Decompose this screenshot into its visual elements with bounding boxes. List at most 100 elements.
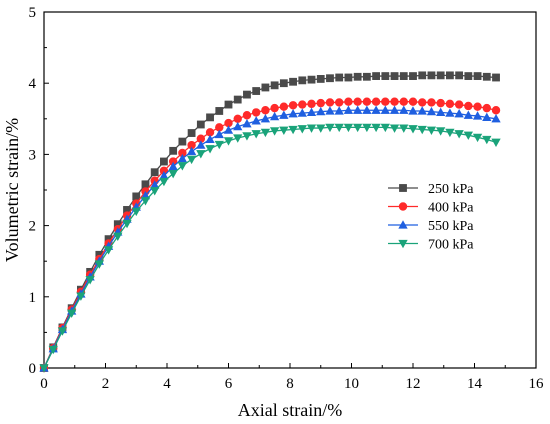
series-layer bbox=[39, 71, 501, 373]
data-point bbox=[279, 110, 289, 119]
legend-label: 250 kPa bbox=[428, 182, 474, 197]
data-point bbox=[168, 161, 178, 171]
data-point bbox=[353, 105, 363, 114]
legend: 250 kPa 400 kPa 550 kPa 700 kPa bbox=[388, 182, 474, 253]
data-point bbox=[214, 129, 224, 139]
data-point bbox=[399, 105, 409, 114]
data-point bbox=[223, 137, 234, 146]
data-point bbox=[362, 97, 372, 106]
data-point bbox=[472, 111, 483, 120]
data-point bbox=[316, 75, 325, 83]
data-point bbox=[141, 180, 150, 189]
data-point bbox=[260, 114, 271, 123]
x-tick-label: 6 bbox=[225, 376, 233, 392]
legend-marker bbox=[398, 220, 408, 229]
data-point bbox=[122, 219, 132, 229]
data-point bbox=[251, 116, 261, 125]
data-point bbox=[140, 197, 151, 206]
data-point bbox=[270, 103, 279, 113]
legend-item-250-kpa: 250 kPa bbox=[388, 182, 474, 197]
data-point bbox=[371, 105, 381, 114]
data-point bbox=[297, 125, 307, 134]
data-point bbox=[408, 97, 418, 106]
data-point bbox=[464, 72, 473, 80]
data-point bbox=[445, 128, 455, 138]
data-point bbox=[215, 107, 224, 115]
data-point bbox=[169, 146, 178, 155]
legend-label: 550 kPa bbox=[428, 219, 474, 234]
data-point bbox=[288, 101, 298, 110]
legend-marker bbox=[398, 239, 408, 249]
data-point bbox=[316, 98, 325, 108]
data-point bbox=[279, 126, 289, 135]
data-point bbox=[279, 102, 289, 111]
data-point bbox=[380, 105, 390, 114]
data-point bbox=[326, 74, 334, 83]
data-point bbox=[463, 110, 473, 119]
data-point bbox=[362, 72, 371, 81]
data-point bbox=[206, 113, 214, 122]
data-point bbox=[353, 72, 362, 81]
data-point bbox=[390, 72, 399, 80]
data-point bbox=[436, 127, 446, 136]
x-tick-label: 16 bbox=[529, 376, 545, 392]
data-point bbox=[344, 73, 353, 82]
y-tick-label: 0 bbox=[29, 361, 37, 377]
data-point bbox=[436, 107, 446, 117]
data-point bbox=[242, 132, 252, 141]
data-point bbox=[445, 99, 455, 109]
data-point bbox=[445, 108, 455, 117]
data-point bbox=[372, 72, 380, 80]
x-tick-label: 2 bbox=[102, 376, 110, 392]
data-point bbox=[362, 123, 372, 133]
data-point bbox=[298, 100, 307, 109]
data-point bbox=[455, 71, 464, 80]
data-point bbox=[298, 76, 307, 85]
data-point bbox=[427, 71, 436, 80]
data-point bbox=[371, 123, 381, 133]
data-point bbox=[76, 292, 86, 301]
data-point bbox=[233, 95, 242, 104]
data-point bbox=[334, 123, 344, 133]
data-point bbox=[251, 130, 261, 139]
series-400-kpa bbox=[39, 97, 501, 373]
data-point bbox=[48, 345, 58, 355]
data-point bbox=[399, 124, 409, 133]
data-point bbox=[418, 98, 427, 107]
series-550-kpa bbox=[39, 105, 501, 372]
data-point bbox=[233, 134, 243, 143]
data-point bbox=[85, 276, 95, 285]
y-tick-label: 2 bbox=[29, 219, 37, 235]
x-tick-label: 12 bbox=[406, 376, 421, 392]
data-point bbox=[325, 106, 335, 115]
data-point bbox=[389, 124, 400, 133]
data-point bbox=[482, 112, 492, 121]
legend-item-550-kpa: 550 kPa bbox=[388, 219, 474, 234]
data-point bbox=[186, 146, 197, 156]
data-point bbox=[251, 108, 261, 117]
data-point bbox=[279, 79, 288, 88]
data-point bbox=[261, 106, 270, 115]
data-point bbox=[353, 123, 363, 133]
data-point bbox=[288, 109, 298, 118]
data-point bbox=[482, 72, 491, 81]
data-point bbox=[306, 124, 317, 133]
data-point bbox=[408, 106, 418, 115]
data-point bbox=[473, 72, 482, 80]
data-point bbox=[472, 133, 483, 143]
data-point bbox=[205, 134, 215, 144]
data-point bbox=[491, 106, 501, 115]
data-point bbox=[252, 87, 261, 95]
data-point bbox=[426, 106, 437, 116]
x-tick-label: 14 bbox=[467, 376, 483, 392]
data-point bbox=[344, 97, 353, 106]
data-point bbox=[160, 157, 168, 166]
data-point bbox=[492, 73, 500, 82]
data-point bbox=[177, 162, 188, 171]
data-point bbox=[390, 97, 399, 106]
data-point bbox=[307, 99, 316, 109]
legend-label: 400 kPa bbox=[428, 201, 474, 216]
data-point bbox=[409, 72, 417, 80]
data-point bbox=[289, 77, 297, 86]
